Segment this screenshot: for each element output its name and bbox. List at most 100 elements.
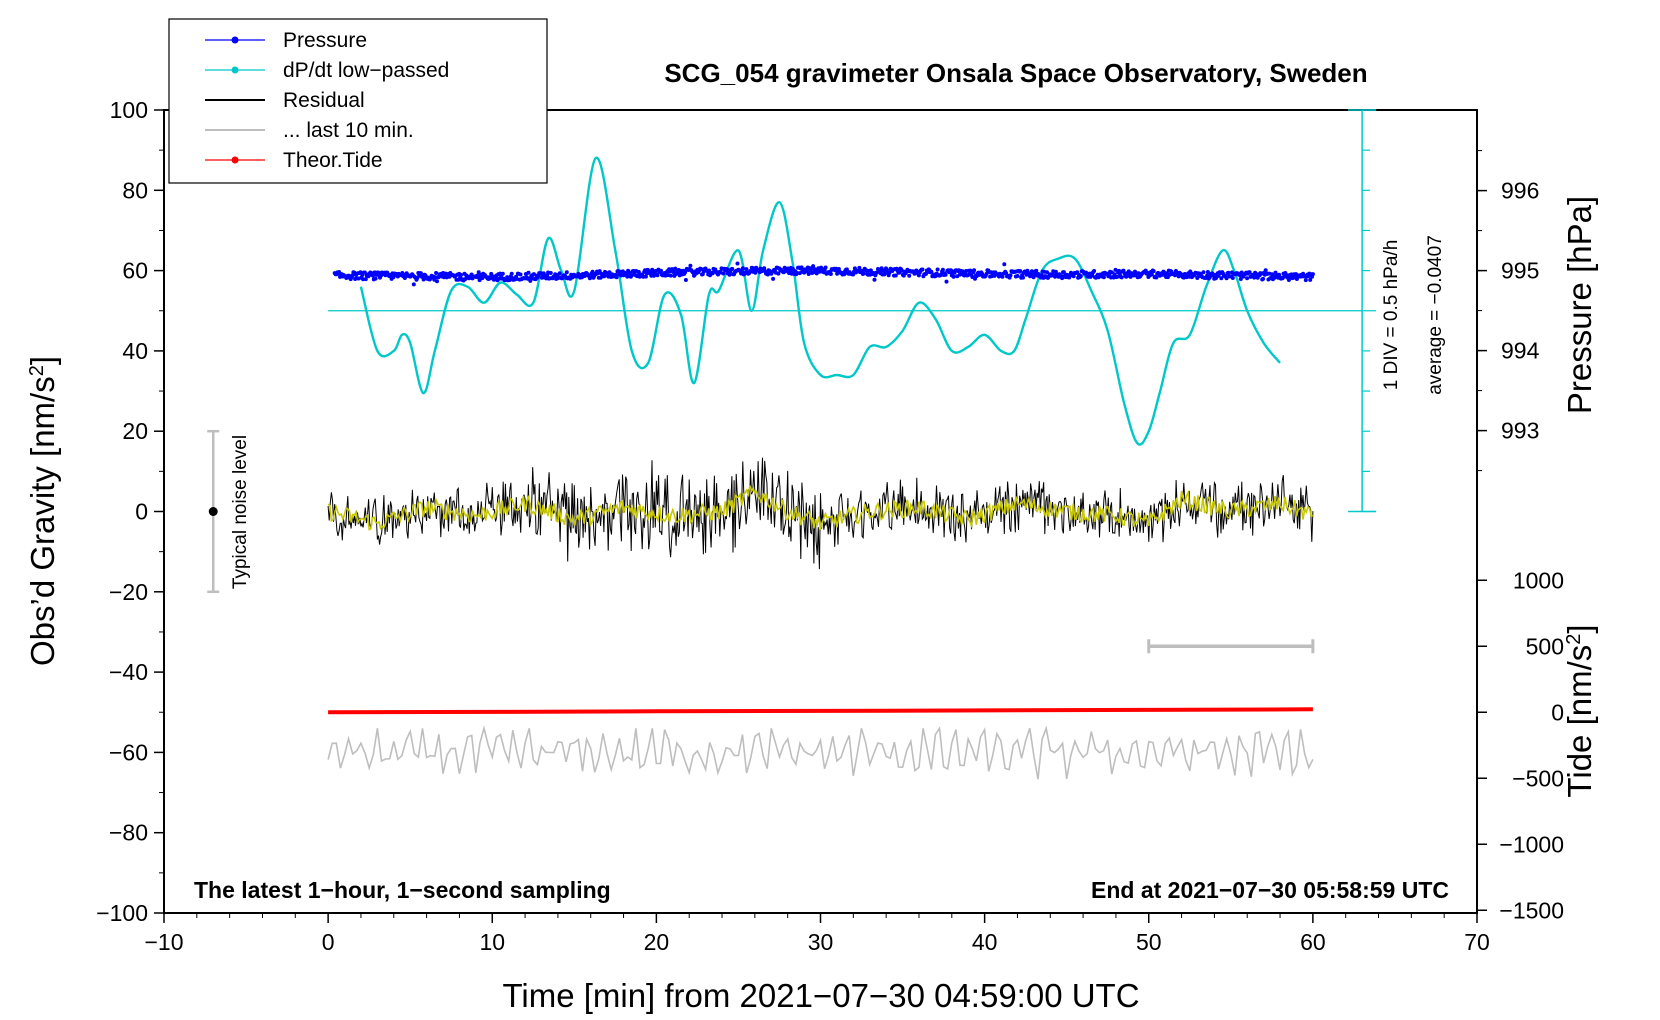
pressure-point (1101, 275, 1106, 280)
pressure-point (1045, 270, 1049, 275)
pressure-point (1303, 278, 1308, 283)
pressure-point (735, 261, 740, 266)
pressure-point (1115, 274, 1120, 279)
pressure-point (868, 268, 873, 273)
pressure-point (1205, 270, 1210, 274)
pressure-point (944, 279, 949, 284)
pressure-point (740, 266, 745, 271)
pressure-point (557, 271, 562, 276)
x-tick-label: 0 (322, 929, 335, 955)
pressure-point (1310, 272, 1315, 277)
pressure-point (842, 272, 847, 277)
pressure-point (643, 274, 648, 279)
pressure-point (1112, 272, 1117, 277)
pressure-point (1149, 272, 1154, 277)
pressure-point (1263, 268, 1268, 273)
x-tick-label: −10 (144, 929, 183, 955)
pressure-point (421, 277, 426, 282)
y-tick-label: −40 (109, 659, 148, 685)
pressure-point (1230, 276, 1235, 280)
pressure-point (505, 275, 510, 280)
pressure-point (1071, 274, 1076, 279)
pressure-point (548, 271, 553, 275)
legend-label: Theor.Tide (283, 149, 383, 172)
pressure-point (1117, 268, 1121, 273)
pressure-point (370, 273, 375, 278)
x-tick-label: 10 (479, 929, 505, 955)
pressure-point (1245, 276, 1250, 281)
theoretical-tide-line (328, 707, 1313, 715)
legend-swatch-dot (231, 66, 239, 74)
axis-ticks: −10 0 10 20 30 40 50 60 70−100−80−60−40−20020406… (96, 97, 1564, 955)
legend-items: Pressure dP/dt low−passed Residual ... last… (205, 29, 449, 172)
pressure-point (1061, 270, 1066, 275)
pressure-point (683, 278, 688, 282)
legend-swatch-dot (231, 156, 239, 164)
pressure-point (683, 270, 688, 275)
y-tick-label: −100 (96, 900, 148, 926)
y-tick-label: 80 (122, 177, 148, 203)
pressure-point (920, 267, 925, 272)
pressure-tick-label: 995 (1501, 258, 1539, 284)
pressure-point (1261, 276, 1266, 281)
y-axis-title-tide: Tide [nm/s2] (1561, 624, 1598, 797)
pressure-point (688, 263, 693, 268)
pressure-point (806, 272, 811, 276)
pressure-point (373, 276, 378, 281)
y-tick-label: −80 (109, 820, 148, 846)
x-tick-label: 50 (1136, 929, 1162, 955)
pressure-point (762, 266, 767, 271)
pressure-point (1092, 269, 1097, 273)
tide-tick-label: 0 (1551, 699, 1564, 725)
tide-tick-label: −1000 (1499, 831, 1564, 857)
pressure-point (929, 269, 934, 274)
pressure-point (1028, 274, 1033, 279)
footer-right-label: End at 2021−07−30 05:58:59 UTC (1091, 877, 1449, 903)
pressure-point (480, 276, 485, 281)
pressure-point (893, 273, 898, 278)
pressure-tick-label: 996 (1501, 178, 1539, 204)
pressure-point (528, 278, 533, 283)
pressure-point (1060, 276, 1065, 281)
legend-label: Pressure (283, 29, 367, 52)
pressure-point (1015, 274, 1020, 278)
pressure-point (699, 267, 704, 271)
pressure-point (500, 271, 505, 276)
pressure-point (771, 276, 776, 281)
pressure-point (1018, 269, 1023, 274)
pressure-point (1000, 274, 1005, 279)
dpdt-scale-label: 1 DIV = 0.5 hPa/h (1381, 240, 1402, 391)
pressure-point (960, 269, 965, 274)
pressure-point (629, 273, 634, 278)
pressure-point (727, 272, 732, 277)
x-tick-label: 40 (972, 929, 998, 955)
y-tick-label: −60 (109, 739, 148, 765)
pressure-point (875, 270, 880, 275)
last-10-min-line (327, 725, 1314, 780)
pressure-point (418, 271, 423, 276)
pressure-point (564, 270, 569, 275)
pressure-point (659, 268, 663, 273)
pressure-point (811, 264, 816, 269)
pressure-point (1125, 274, 1129, 279)
pressure-point (475, 275, 480, 280)
pressure-tick-label: 993 (1501, 418, 1539, 444)
pressure-point (1277, 272, 1282, 277)
pressure-point (730, 266, 735, 271)
pressure-point (935, 267, 940, 272)
y-tick-label: 20 (122, 418, 148, 444)
legend-swatch-dot (231, 36, 239, 44)
pressure-point (459, 273, 463, 277)
pressure-point (1078, 274, 1083, 279)
pressure-point (1113, 267, 1118, 272)
pressure-dots (332, 261, 1315, 287)
x-tick-label: 60 (1300, 929, 1326, 955)
pressure-point (907, 273, 912, 278)
x-tick-label: 30 (808, 929, 834, 955)
pressure-point (828, 272, 833, 276)
pressure-point (1219, 276, 1224, 281)
x-tick-label: 70 (1464, 929, 1490, 955)
pressure-point (1034, 268, 1039, 273)
pressure-point (614, 275, 619, 280)
